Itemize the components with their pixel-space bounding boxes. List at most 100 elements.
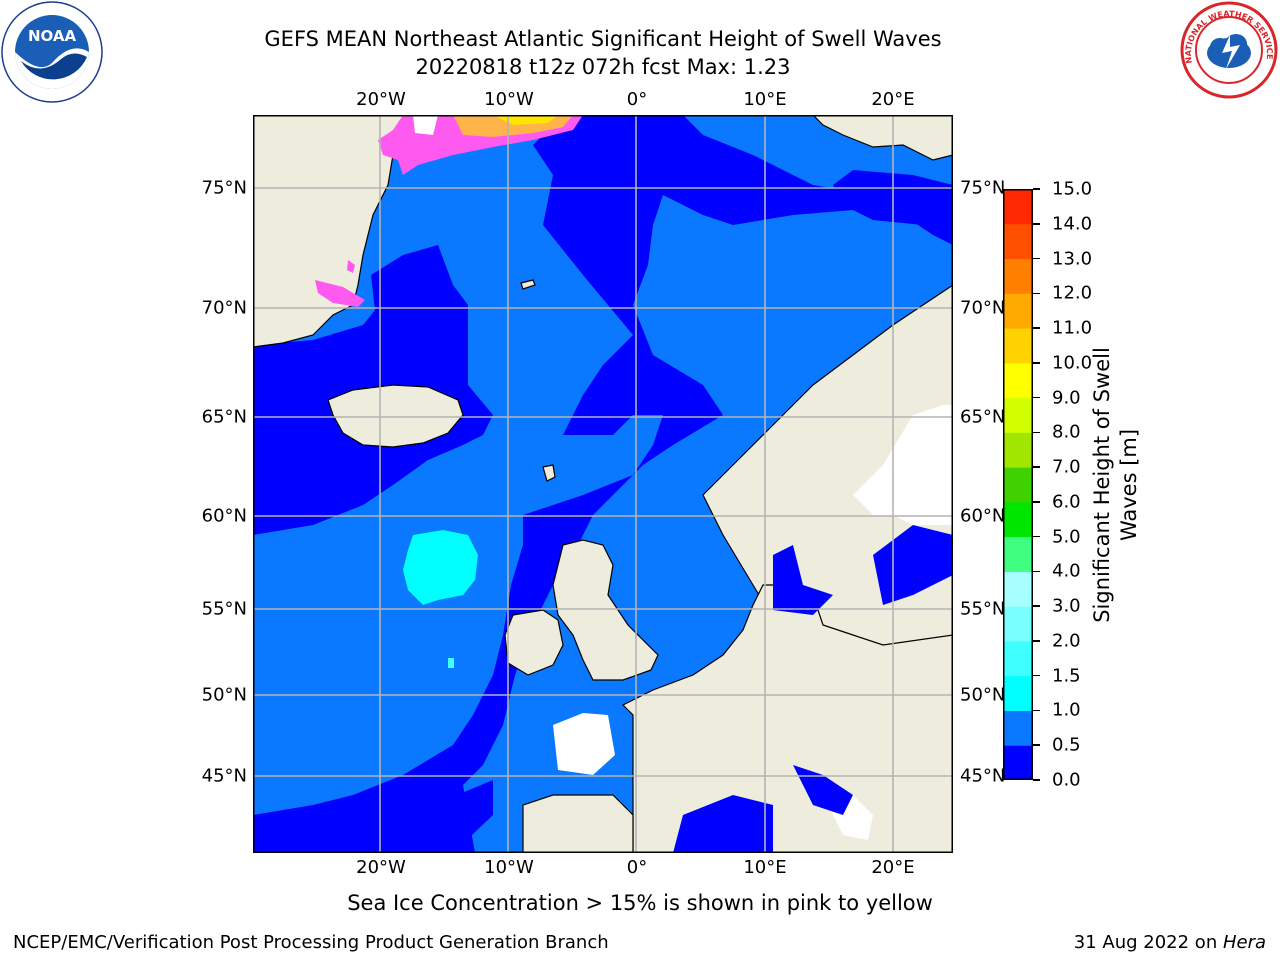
colorbar-tick-label: 12.0: [1052, 282, 1093, 304]
colorbar-tick-mark: [1033, 431, 1040, 434]
noaa-logo: NOAA: [1, 1, 103, 103]
colorbar-band: [1003, 640, 1033, 677]
lon-tick-bottom-4: 10°E: [743, 857, 787, 878]
colorbar-band: [1003, 536, 1033, 572]
lat-tick-right-3: 65°N: [960, 406, 1006, 428]
lat-tick-right-1: 75°N: [960, 177, 1006, 199]
colorbar-tick-label: 7.0: [1052, 456, 1081, 478]
colorbar-tick-mark: [1033, 640, 1040, 642]
lon-tick-bottom-3: 0°: [626, 857, 648, 878]
colorbar-tick-mark: [1033, 674, 1040, 677]
colorbar-tick-label: 1.5: [1052, 665, 1081, 687]
map-svg: [252, 114, 954, 854]
colorbar-tick-mark: [1033, 605, 1040, 607]
colorbar-tick-mark: [1033, 570, 1040, 573]
colorbar-svg: [1003, 189, 1033, 781]
colorbar-tick-mark: [1033, 223, 1040, 225]
lon-tick-top-3: 0°: [626, 89, 648, 110]
colorbar-label-line2: Waves [m]: [1117, 428, 1141, 542]
lat-tick-left-3: 65°N: [201, 406, 247, 428]
lon-tick-bottom-2: 10°W: [484, 857, 534, 878]
colorbar-band: [1003, 606, 1033, 642]
sea-ice-footnote: Sea Ice Concentration > 15% is shown in …: [347, 891, 933, 915]
colorbar-tick-mark: [1033, 188, 1040, 190]
colorbar-tick-label: 15.0: [1052, 178, 1093, 200]
colorbar-band: [1003, 501, 1033, 538]
map-border: [253, 115, 953, 853]
ocean-high-swell-small: [448, 658, 454, 668]
colorbar-band: [1003, 362, 1033, 399]
lon-tick-bottom-1: 20°W: [356, 857, 406, 878]
colorbar-tick-mark: [1033, 257, 1040, 260]
colorbar-tick-mark: [1033, 466, 1040, 468]
colorbar: [1003, 189, 1033, 781]
date-text: 31 Aug 2022 on: [1073, 932, 1223, 953]
colorbar-tick-label: 6.0: [1052, 491, 1081, 513]
colorbar-band: [1003, 397, 1033, 433]
colorbar-tick-mark: [1033, 709, 1040, 712]
colorbar-band: [1003, 189, 1033, 225]
colorbar-band: [1003, 293, 1033, 329]
colorbar-tick-label: 14.0: [1052, 213, 1093, 235]
colorbar-tick-mark: [1033, 744, 1040, 746]
lon-tick-top-2: 10°W: [484, 89, 534, 110]
colorbar-band: [1003, 432, 1033, 468]
machine-name: Hera: [1222, 932, 1266, 953]
colorbar-band: [1003, 258, 1033, 294]
lat-tick-left-6: 50°N: [201, 684, 247, 706]
colorbar-tick-label: 10.0: [1052, 352, 1093, 374]
map-panel: [252, 114, 954, 854]
colorbar-tick-label: 5.0: [1052, 526, 1081, 548]
lon-tick-top-4: 10°E: [743, 89, 787, 110]
colorbar-tick-label: 2.0: [1052, 630, 1081, 652]
colorbar-band: [1003, 710, 1033, 746]
colorbar-band: [1003, 223, 1033, 260]
colorbar-band: [1003, 467, 1033, 503]
lon-tick-top-1: 20°W: [356, 89, 406, 110]
land: [252, 114, 954, 854]
credit-text: NCEP/EMC/Verification Post Processing Pr…: [13, 932, 609, 953]
chart-title: GEFS MEAN Northeast Atlantic Significant…: [264, 27, 942, 51]
colorbar-tick-label: 8.0: [1052, 421, 1081, 443]
colorbar-tick-mark: [1033, 779, 1040, 781]
lon-tick-top-5: 20°E: [871, 89, 915, 110]
colorbar-tick-mark: [1033, 327, 1040, 329]
lon-tick-bottom-5: 20°E: [871, 857, 915, 878]
colorbar-tick-mark: [1033, 396, 1040, 399]
colorbar-tick-mark: [1033, 292, 1040, 295]
date-stamp: 31 Aug 2022 on Hera: [1074, 932, 1266, 953]
lat-tick-left-4: 60°N: [201, 505, 247, 527]
colorbar-tick-label: 13.0: [1052, 248, 1093, 270]
chart-subtitle: 20220818 t12z 072h fcst Max: 1.23: [415, 55, 791, 79]
lat-tick-right-2: 70°N: [960, 297, 1006, 319]
lat-tick-left-1: 75°N: [201, 177, 247, 199]
colorbar-tick-label: 0.0: [1052, 769, 1081, 791]
colorbar-label: Significant Height of Swell Waves [m]: [1089, 347, 1143, 623]
colorbar-tick-label: 9.0: [1052, 387, 1081, 409]
colorbar-tick-label: 3.0: [1052, 595, 1081, 617]
lat-tick-left-2: 70°N: [201, 297, 247, 319]
colorbar-label-line1: Significant Height of Swell: [1090, 347, 1114, 623]
noaa-logo-text: NOAA: [28, 27, 77, 45]
colorbar-tick-mark: [1033, 362, 1040, 364]
colorbar-tick-label: 4.0: [1052, 560, 1081, 582]
colorbar-border: [1003, 189, 1033, 780]
lat-tick-right-6: 50°N: [960, 684, 1006, 706]
lat-tick-left-7: 45°N: [201, 765, 247, 787]
colorbar-tick-label: 0.5: [1052, 734, 1081, 756]
nws-logo: NATIONAL WEATHER SERVICE: [1180, 1, 1278, 99]
graticule: [253, 115, 953, 853]
lat-tick-left-5: 55°N: [201, 598, 247, 620]
colorbar-band: [1003, 745, 1033, 781]
ocean-high-swell: [403, 530, 478, 605]
lat-tick-right-7: 45°N: [960, 765, 1006, 787]
colorbar-tick-mark: [1033, 501, 1040, 503]
colorbar-tick-label: 11.0: [1052, 317, 1093, 339]
sea-ice: [315, 115, 583, 307]
colorbar-band: [1003, 571, 1033, 607]
inland-sea: [673, 525, 953, 853]
lat-tick-right-4: 60°N: [960, 505, 1006, 527]
colorbar-tick-label: 1.0: [1052, 699, 1081, 721]
lat-tick-right-5: 55°N: [960, 598, 1006, 620]
colorbar-band: [1003, 328, 1033, 364]
